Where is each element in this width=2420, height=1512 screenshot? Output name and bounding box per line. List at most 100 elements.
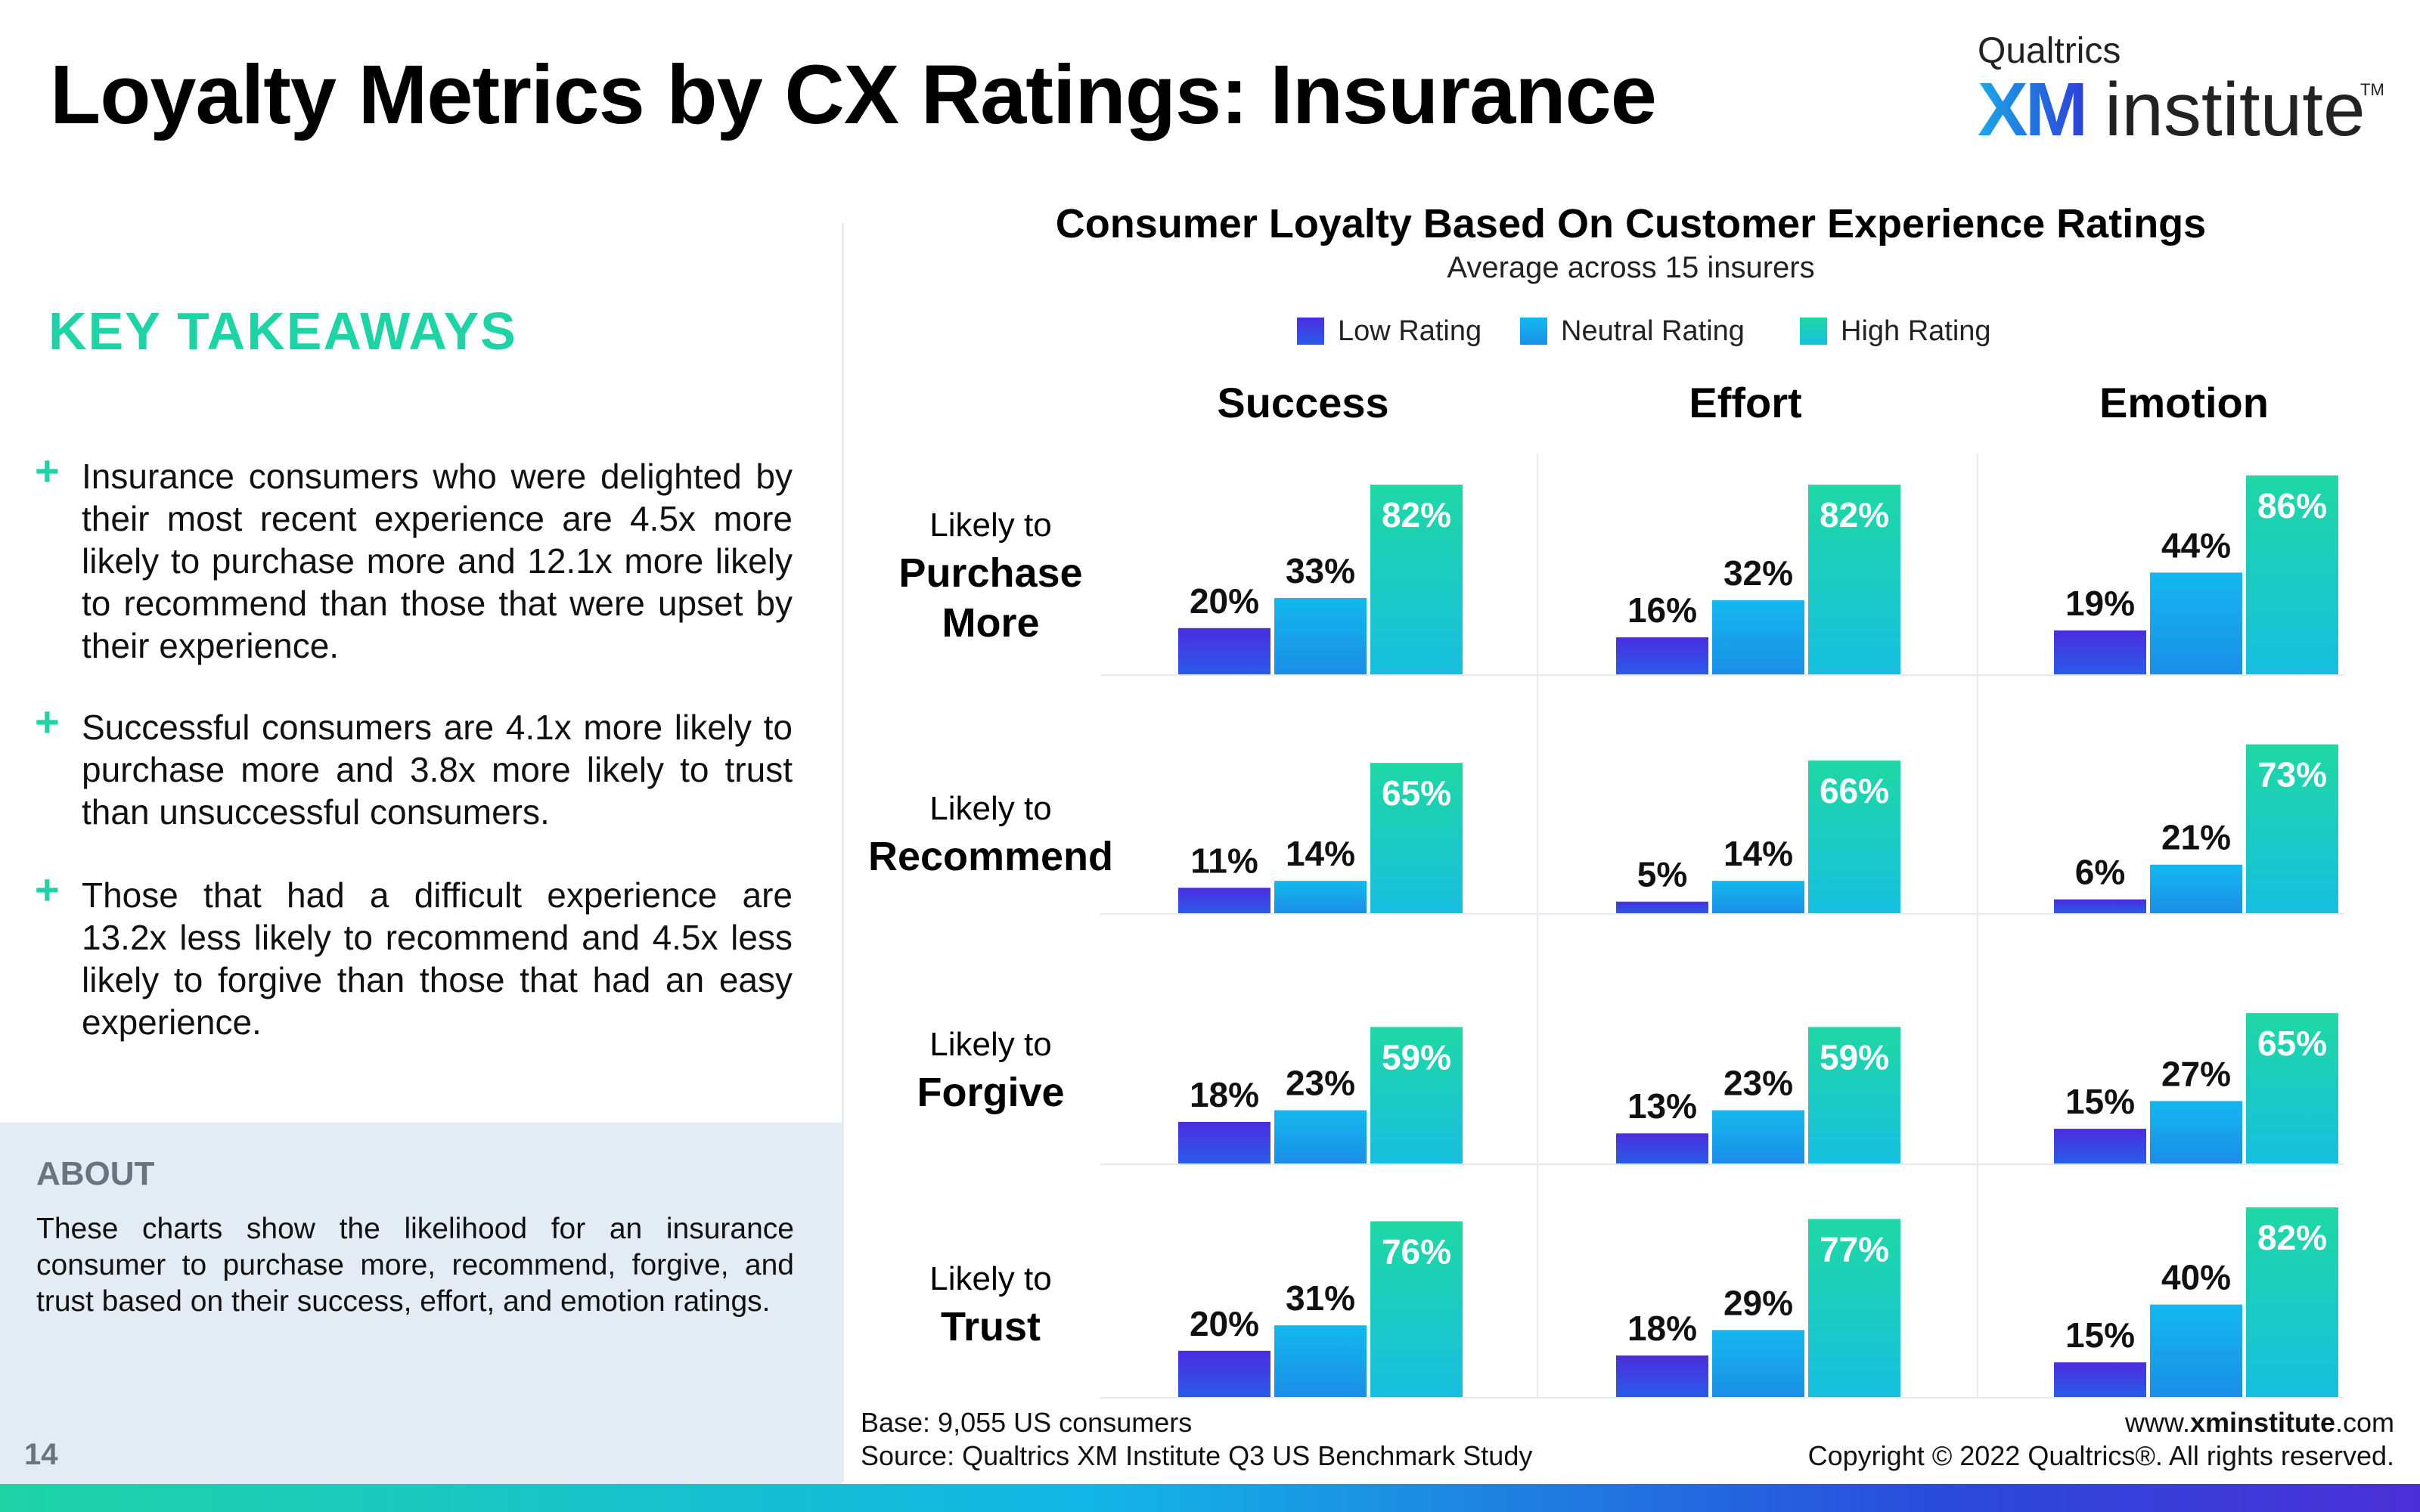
- bar-forgive-success-high: [1370, 1027, 1463, 1163]
- footer-url[interactable]: www.xminstitute.com: [2124, 1407, 2394, 1438]
- legend-neutral: Neutral Rating: [1520, 314, 1745, 349]
- data-label-recommend-success-low: 11%: [1190, 841, 1258, 880]
- takeaway-item: Successful consumers are 4.1x more likel…: [82, 708, 793, 832]
- takeaway-item: Insurance consumers who were delighted b…: [82, 457, 793, 665]
- about-panel: [0, 1123, 842, 1486]
- data-label-forgive-effort-high: 59%: [1820, 1037, 1889, 1077]
- bar-forgive-emotion-high: [2246, 1013, 2338, 1163]
- data-label-purchase-more-effort-low: 16%: [1627, 590, 1697, 630]
- data-label-forgive-emotion-high: 65%: [2257, 1024, 2327, 1063]
- data-label-recommend-success-high: 65%: [1382, 773, 1451, 813]
- data-label-recommend-effort-low: 5%: [1637, 855, 1687, 894]
- legend-swatch-neutral: [1520, 318, 1547, 345]
- legend-low: Low Rating: [1297, 314, 1481, 349]
- bar-recommend-emotion-neutral: [2150, 864, 2242, 913]
- data-label-trust-effort-neutral: 29%: [1723, 1283, 1793, 1322]
- data-label-purchase-more-effort-neutral: 32%: [1723, 553, 1793, 593]
- about-text: These charts show the likelihood for an …: [36, 1213, 794, 1318]
- data-label-recommend-effort-neutral: 14%: [1723, 834, 1793, 873]
- data-label-forgive-effort-neutral: 23%: [1723, 1064, 1793, 1103]
- data-label-trust-emotion-high: 82%: [2257, 1218, 2327, 1257]
- row-label-prefix: Likely to: [929, 1260, 1052, 1297]
- data-label-purchase-more-emotion-high: 86%: [2257, 486, 2327, 525]
- row-label-forgive: Likely to Forgive: [847, 1022, 1134, 1117]
- data-label-purchase-more-emotion-neutral: 44%: [2161, 525, 2231, 565]
- column-header-success: Success: [1217, 379, 1389, 426]
- bar-trust-success-high: [1370, 1221, 1463, 1397]
- logo-mark: XM: [1978, 67, 2088, 152]
- data-label-trust-success-high: 76%: [1382, 1232, 1451, 1271]
- bar-trust-emotion-high: [2246, 1207, 2338, 1397]
- row-label-main: Purchase More: [898, 550, 1083, 646]
- data-label-forgive-emotion-low: 15%: [2065, 1082, 2135, 1121]
- bar-purchase-more-success-low: [1178, 627, 1270, 674]
- bar-forgive-emotion-neutral: [2150, 1101, 2242, 1163]
- key-takeaways-heading: KEY TAKEAWAYS: [48, 302, 517, 361]
- bar-forgive-emotion-low: [2054, 1129, 2146, 1163]
- row-label-prefix: Likely to: [929, 1026, 1052, 1063]
- bottom-gradient-bar: [0, 1484, 2420, 1512]
- data-label-trust-success-neutral: 31%: [1286, 1278, 1355, 1318]
- bar-forgive-effort-high: [1808, 1027, 1900, 1163]
- bar-trust-effort-low: [1616, 1355, 1708, 1397]
- bar-trust-effort-high: [1808, 1219, 1900, 1397]
- data-label-forgive-effort-low: 13%: [1627, 1086, 1697, 1126]
- bar-trust-success-neutral: [1274, 1325, 1367, 1397]
- data-label-trust-effort-low: 18%: [1627, 1309, 1697, 1348]
- data-label-forgive-success-low: 18%: [1190, 1075, 1259, 1114]
- row-label-trust: Likely to Trust: [847, 1256, 1134, 1352]
- footer-copyright: www.xminstitute.com Copyright © 2022 Qua…: [1808, 1406, 2394, 1473]
- bar-recommend-emotion-high: [2246, 744, 2338, 913]
- page-number: 14: [24, 1438, 58, 1471]
- chart-subtitle: Average across 15 insurers: [1447, 251, 1815, 284]
- takeaway-item: Those that had a difficult experience ar…: [82, 875, 793, 1042]
- bar-purchase-more-effort-high: [1808, 485, 1900, 674]
- column-header-emotion: Emotion: [2099, 379, 2269, 426]
- about-heading: ABOUT: [36, 1155, 155, 1192]
- logo-brand: Qualtrics: [1978, 31, 2121, 71]
- qualtrics-xm-institute-logo: Qualtrics XM institute TM: [1978, 30, 2386, 152]
- bar-purchase-more-emotion-high: [2246, 475, 2338, 674]
- legend-label-neutral: Neutral Rating: [1561, 314, 1745, 347]
- data-label-forgive-emotion-neutral: 27%: [2161, 1054, 2231, 1093]
- chart-title: Consumer Loyalty Based On Customer Exper…: [1055, 201, 2207, 246]
- row-label-prefix: Likely to: [929, 790, 1052, 827]
- footer-base: Base: 9,055 US consumers: [861, 1407, 1193, 1438]
- data-label-purchase-more-effort-high: 82%: [1820, 495, 1889, 534]
- legend-label-low: Low Rating: [1338, 314, 1482, 347]
- bar-recommend-success-high: [1370, 763, 1463, 913]
- bar-recommend-effort-neutral: [1712, 881, 1804, 913]
- data-label-recommend-success-neutral: 14%: [1286, 834, 1355, 873]
- grid-line: [1100, 1397, 2344, 1399]
- data-label-recommend-emotion-high: 73%: [2257, 755, 2327, 795]
- row-label-recommend: Likely to Recommend: [847, 786, 1134, 881]
- bar-forgive-success-neutral: [1274, 1110, 1367, 1163]
- data-label-recommend-emotion-low: 6%: [2075, 853, 2125, 892]
- legend-swatch-low: [1297, 318, 1324, 345]
- data-label-recommend-emotion-neutral: 21%: [2161, 818, 2231, 857]
- bar-trust-emotion-neutral: [2150, 1304, 2242, 1397]
- legend-high: High Rating: [1800, 314, 1991, 349]
- grid-line: [1100, 1163, 2344, 1165]
- data-label-purchase-more-success-low: 20%: [1190, 581, 1259, 621]
- legend-swatch-high: [1800, 318, 1827, 345]
- logo-word: institute: [2105, 67, 2366, 152]
- bar-purchase-more-emotion-neutral: [2150, 572, 2242, 674]
- bar-recommend-effort-low: [1616, 901, 1708, 913]
- data-label-forgive-success-neutral: 23%: [1286, 1064, 1355, 1103]
- data-label-purchase-more-success-neutral: 33%: [1286, 551, 1355, 590]
- bar-purchase-more-success-high: [1370, 485, 1463, 674]
- bar-forgive-success-low: [1178, 1121, 1270, 1163]
- plus-icon: +: [35, 866, 60, 913]
- plus-icon: +: [35, 447, 60, 494]
- bar-trust-emotion-low: [2054, 1362, 2146, 1397]
- row-label-main: Recommend: [867, 834, 1114, 879]
- bar-recommend-emotion-low: [2054, 899, 2146, 913]
- data-label-forgive-success-high: 59%: [1382, 1037, 1451, 1077]
- bar-purchase-more-emotion-low: [2054, 630, 2146, 674]
- bar-purchase-more-success-neutral: [1274, 598, 1367, 674]
- row-label-main: Trust: [940, 1304, 1041, 1349]
- bar-recommend-success-low: [1178, 888, 1270, 913]
- data-label-trust-emotion-neutral: 40%: [2161, 1258, 2231, 1297]
- data-label-purchase-more-success-high: 82%: [1382, 495, 1451, 534]
